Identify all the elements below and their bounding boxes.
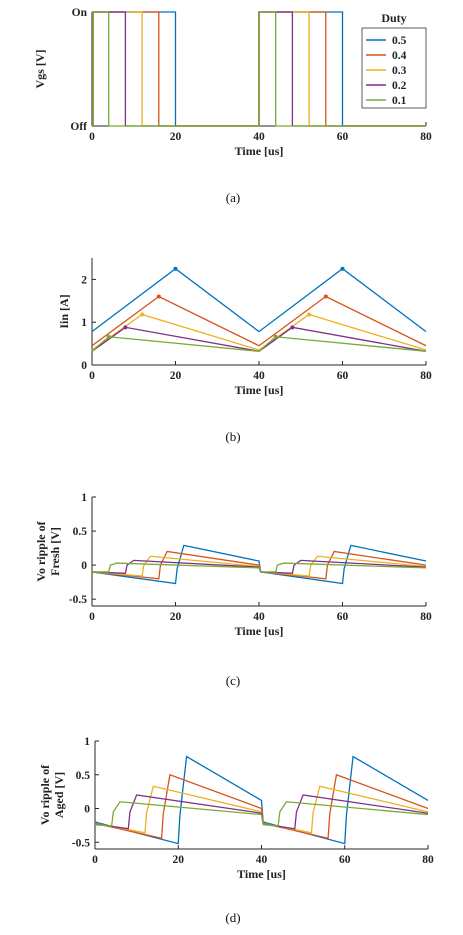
series-line-duty-0.1 [94, 801, 429, 827]
x-tick-label: 80 [420, 370, 432, 382]
peak-marker [290, 325, 295, 330]
x-tick-label: 60 [339, 854, 351, 866]
y-tick-label: Off [70, 121, 87, 133]
legend-entry-label: 0.5 [392, 35, 407, 47]
y-tick-label: 0.5 [73, 526, 88, 538]
y-tick-label: 1 [81, 317, 87, 329]
x-tick-label: 20 [170, 611, 182, 623]
panel-caption: (a) [226, 190, 240, 205]
legend-entry-label: 0.1 [392, 95, 407, 107]
panel-caption: (b) [225, 429, 240, 444]
x-axis-label: Time [us] [235, 383, 284, 397]
x-tick-label: 20 [173, 854, 185, 866]
y-axis-label: Vo ripple ofAged [V] [38, 764, 66, 825]
y-tick-label: 1 [84, 736, 90, 748]
y-tick-label: 1 [81, 492, 87, 504]
x-tick-label: 40 [253, 611, 265, 623]
x-axis-label: Time [us] [235, 624, 284, 638]
y-tick-label: -0.5 [69, 594, 87, 606]
y-tick-label: On [72, 7, 88, 19]
y-tick-label: -0.5 [72, 837, 90, 849]
x-tick-label: 0 [89, 611, 95, 623]
peak-marker [173, 266, 178, 271]
x-tick-label: 20 [170, 370, 182, 382]
x-tick-label: 40 [253, 370, 265, 382]
peak-marker [156, 294, 161, 299]
x-tick-label: 80 [420, 611, 432, 623]
chart-panel-2: 0 20 40 60 80 0 1 2 Time [us] Iin [A] (b) [57, 258, 432, 444]
series-line-duty-0.1 [92, 562, 427, 573]
series-line-duty-0.1 [91, 336, 427, 352]
series-line-duty-0.4 [91, 295, 427, 347]
legend-entry-label: 0.3 [392, 65, 407, 77]
x-axis-label: Time [us] [235, 144, 284, 158]
x-tick-label: 20 [170, 131, 182, 143]
peak-marker [140, 312, 145, 317]
peak-marker [340, 266, 345, 271]
peak-marker [307, 312, 312, 317]
y-tick-label: 0 [81, 360, 87, 372]
y-axis-label: Vgs [V] [33, 50, 47, 89]
x-tick-label: 40 [253, 131, 265, 143]
x-axis-label: Time [us] [237, 867, 286, 881]
legend-box [361, 27, 427, 109]
peak-marker [323, 294, 328, 299]
y-axis-label: Iin [A] [57, 294, 71, 328]
panel-caption: (c) [226, 673, 240, 688]
y-tick-label: 0 [84, 804, 90, 816]
y-tick-label: 2 [81, 274, 87, 286]
series-line-duty-0.1 [92, 11, 426, 127]
y-tick-label: 0 [81, 560, 87, 572]
x-tick-label: 80 [422, 854, 434, 866]
x-tick-label: 60 [337, 131, 349, 143]
x-tick-label: 60 [337, 611, 349, 623]
chart-panel-1: 0 20 40 60 80 Off On Time [us] Vgs [V] (a) Duty 0.5… [33, 7, 432, 205]
x-tick-label: 40 [256, 854, 268, 866]
legend-entry-label: 0.2 [392, 80, 407, 92]
y-tick-label: 0.5 [76, 770, 91, 782]
x-tick-label: 80 [420, 131, 432, 143]
y-axis-label: Vo ripple ofFresh [V] [34, 520, 62, 581]
peak-marker [123, 325, 128, 330]
x-tick-label: 60 [337, 370, 349, 382]
peak-marker [106, 334, 111, 339]
series-line-duty-0.5 [91, 267, 427, 333]
legend-entry-label: 0.4 [392, 50, 407, 62]
x-tick-label: 0 [89, 131, 95, 143]
peak-marker [273, 334, 278, 339]
legend: Duty 0.5 0.4 0.3 0.2 0.1 [361, 11, 427, 109]
x-tick-label: 0 [92, 854, 98, 866]
x-tick-label: 0 [89, 370, 95, 382]
panel-caption: (d) [225, 910, 240, 925]
legend-title: Duty [381, 11, 406, 25]
